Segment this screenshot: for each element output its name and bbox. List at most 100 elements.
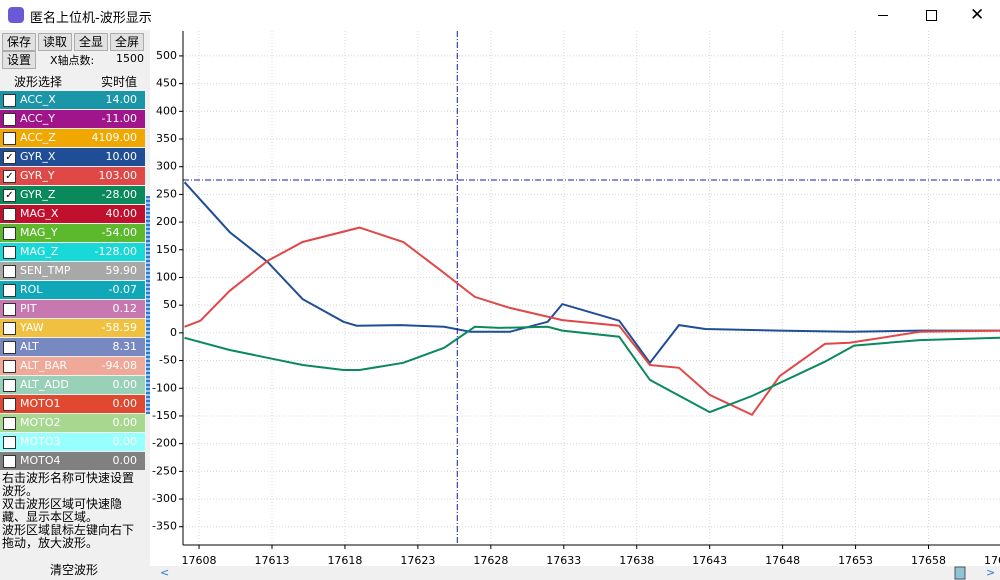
waveform-chart: < > -350 -300 -250 -200 -150 -100 -50 0 50 100 150…: [150, 31, 1000, 580]
x-tick-label: 17628: [473, 554, 508, 567]
close-button[interactable]: ✕: [970, 5, 985, 25]
panel-scrollbar[interactable]: [146, 196, 150, 414]
channel-checkbox[interactable]: [3, 94, 16, 107]
series-line: [184, 226, 1000, 417]
channel-checkbox[interactable]: ✓: [3, 189, 16, 202]
channel-checkbox[interactable]: [3, 265, 16, 278]
channel-name: GYR_X: [20, 150, 56, 163]
channel-row[interactable]: MOTO3 0.00: [0, 433, 145, 451]
channel-checkbox[interactable]: ✓: [3, 170, 16, 183]
channel-row[interactable]: PIT 0.12: [0, 300, 145, 318]
channel-value: -11.00: [101, 112, 137, 125]
channel-checkbox[interactable]: ✓: [3, 151, 16, 164]
channel-name: MAG_X: [20, 207, 59, 220]
y-tick-label: 350: [156, 132, 177, 145]
channel-name: ACC_Y: [20, 112, 55, 125]
scroll-thumb[interactable]: [954, 566, 966, 580]
channel-name: MAG_Y: [20, 226, 58, 239]
channel-row[interactable]: ✓ GYR_X 10.00: [0, 148, 145, 166]
clear-button[interactable]: 清空波形: [50, 563, 99, 577]
h-scrollbar[interactable]: [150, 566, 1000, 580]
channel-name: MOTO3: [20, 435, 61, 448]
channel-row[interactable]: ACC_X 14.00: [0, 91, 145, 109]
channel-value: -94.08: [101, 359, 137, 372]
y-tick-label: 450: [156, 77, 177, 90]
load-button[interactable]: 读取: [38, 33, 72, 51]
channel-name: ALT_BAR: [20, 359, 68, 372]
channel-value: 0.00: [112, 454, 138, 467]
channel-row[interactable]: MOTO1 0.00: [0, 395, 145, 413]
channel-row[interactable]: MAG_X 40.00: [0, 205, 145, 223]
channel-checkbox[interactable]: [3, 341, 16, 354]
x-tick-label: 17623: [400, 554, 435, 567]
channel-checkbox[interactable]: [3, 417, 16, 430]
channel-checkbox[interactable]: [3, 208, 16, 221]
channel-row[interactable]: ✓ GYR_Y 103.00: [0, 167, 145, 185]
channel-checkbox[interactable]: [3, 113, 16, 126]
channel-row[interactable]: SEN_TMP 59.90: [0, 262, 145, 280]
channel-row[interactable]: ALT_ADD 0.00: [0, 376, 145, 394]
x-points-value: 1500: [116, 52, 144, 65]
y-tick-label: 50: [163, 298, 177, 311]
channel-row[interactable]: ACC_Y -11.00: [0, 110, 145, 128]
channel-value: 0.00: [112, 397, 138, 410]
window-title: 匿名上位机-波形显示: [30, 11, 152, 26]
channel-row[interactable]: YAW -58.59: [0, 319, 145, 337]
minimize-button[interactable]: [878, 15, 888, 16]
channel-checkbox[interactable]: [3, 398, 16, 411]
plot-area: [183, 31, 1000, 545]
y-tick-label: 400: [156, 104, 177, 117]
channel-checkbox[interactable]: [3, 322, 16, 335]
channel-name: ROL: [20, 283, 43, 296]
channel-name: MOTO4: [20, 454, 61, 467]
channel-header: 波形选择: [14, 75, 63, 89]
channel-checkbox[interactable]: [3, 227, 16, 240]
channel-checkbox[interactable]: [3, 303, 16, 316]
x-tick-label: 17633: [546, 554, 581, 567]
channel-checkbox[interactable]: [3, 132, 16, 145]
channel-checkbox[interactable]: [3, 436, 16, 449]
y-tick-label: -250: [152, 464, 177, 477]
value-header: 实时值: [101, 75, 138, 89]
channel-name: GYR_Z: [20, 188, 56, 201]
channel-value: 8.31: [112, 340, 138, 353]
channel-checkbox[interactable]: [3, 379, 16, 392]
channel-row[interactable]: ROL -0.07: [0, 281, 145, 299]
save-button[interactable]: 保存: [2, 33, 36, 51]
y-tick-label: 500: [156, 49, 177, 62]
y-tick-label: -350: [152, 520, 177, 533]
y-tick-label: -100: [152, 381, 177, 394]
channel-value: 10.00: [105, 150, 138, 163]
channel-value: 14.00: [105, 93, 138, 106]
help-text: 藏、显示本区域。: [2, 510, 99, 524]
channel-name: ACC_X: [20, 93, 56, 106]
channel-checkbox[interactable]: [3, 284, 16, 297]
show-all-button[interactable]: 全显: [74, 33, 108, 51]
channel-name: MOTO2: [20, 416, 61, 429]
fullscreen-button[interactable]: 全屏: [110, 33, 144, 51]
y-tick-label: 250: [156, 187, 177, 200]
scroll-right[interactable]: >: [986, 566, 995, 579]
channel-row[interactable]: ALT_BAR -94.08: [0, 357, 145, 375]
channel-row[interactable]: MOTO2 0.00: [0, 414, 145, 432]
help-text: 波形区域鼠标左键向右下: [2, 523, 135, 537]
channel-row[interactable]: ALT 8.31: [0, 338, 145, 356]
maximize-button[interactable]: [926, 10, 937, 21]
channel-checkbox[interactable]: [3, 246, 16, 259]
channel-name: GYR_Y: [20, 169, 55, 182]
channel-row[interactable]: MAG_Y -54.00: [0, 224, 145, 242]
channel-name: SEN_TMP: [20, 264, 71, 277]
channel-row[interactable]: ✓ GYR_Z -28.00: [0, 186, 145, 204]
channel-value: 0.00: [112, 435, 138, 448]
channel-checkbox[interactable]: [3, 455, 16, 468]
scroll-left[interactable]: <: [160, 566, 169, 579]
channel-checkbox[interactable]: [3, 360, 16, 373]
settings-button[interactable]: 设置: [2, 51, 36, 69]
x-tick-label: 17638: [619, 554, 654, 567]
channel-row[interactable]: ACC_Z 4109.00: [0, 129, 145, 147]
x-tick-label: 17653: [838, 554, 873, 567]
channel-row[interactable]: MOTO4 0.00: [0, 452, 145, 470]
channel-row[interactable]: MAG_Z -128.00: [0, 243, 145, 261]
y-tick-label: 0: [170, 326, 177, 339]
